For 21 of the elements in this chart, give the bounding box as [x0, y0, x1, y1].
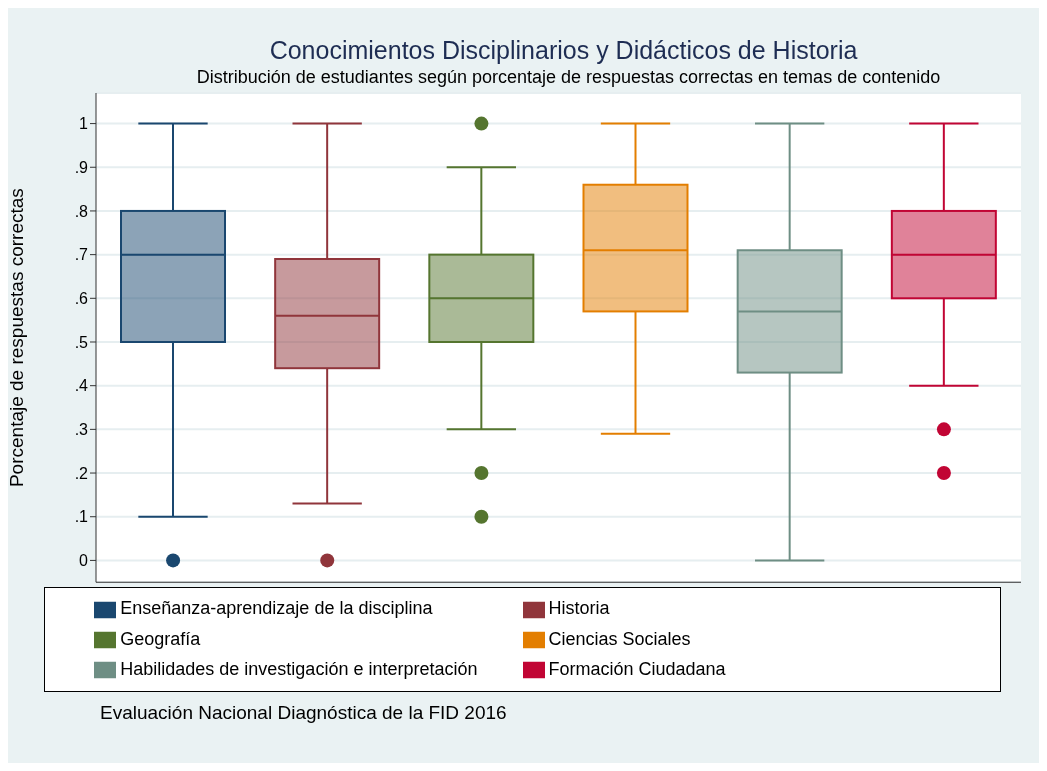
y-tick-label: .4 — [74, 377, 89, 395]
y-tick-label: .6 — [74, 289, 89, 307]
y-tick-label: .5 — [74, 333, 89, 351]
legend-label: Geografía — [120, 628, 201, 649]
y-tick-label: .2 — [74, 464, 89, 482]
legend-label: Enseñanza-aprendizaje de la disciplina — [120, 598, 433, 619]
y-tick-label: .8 — [74, 202, 89, 220]
y-axis-title: Porcentaje de respuestas correctas — [5, 188, 27, 488]
y-tick-label: .3 — [74, 421, 89, 439]
chart-title: Conocimientos Disciplinarios y Didácticos de Historia — [268, 35, 859, 65]
legend-label: Historia — [548, 598, 610, 619]
y-tick-label: 0 — [79, 552, 89, 570]
legend-label: Ciencias Sociales — [548, 628, 691, 649]
text: Evaluación Nacional Diagnóstica de la FID 2016 — [100, 702, 508, 724]
y-tick-label: .1 — [74, 508, 89, 526]
chart-subtitle: Distribución de estudiantes según porcentaje de respuestas correctas en temas de contenido — [195, 67, 942, 88]
legend-label: Formación Ciudadana — [548, 658, 726, 679]
legend-label: Habilidades de investigación e interpretación — [120, 658, 478, 679]
y-tick-label: .9 — [74, 158, 89, 176]
y-tick-label: .7 — [74, 246, 89, 264]
y-tick-label: 1 — [79, 115, 89, 133]
